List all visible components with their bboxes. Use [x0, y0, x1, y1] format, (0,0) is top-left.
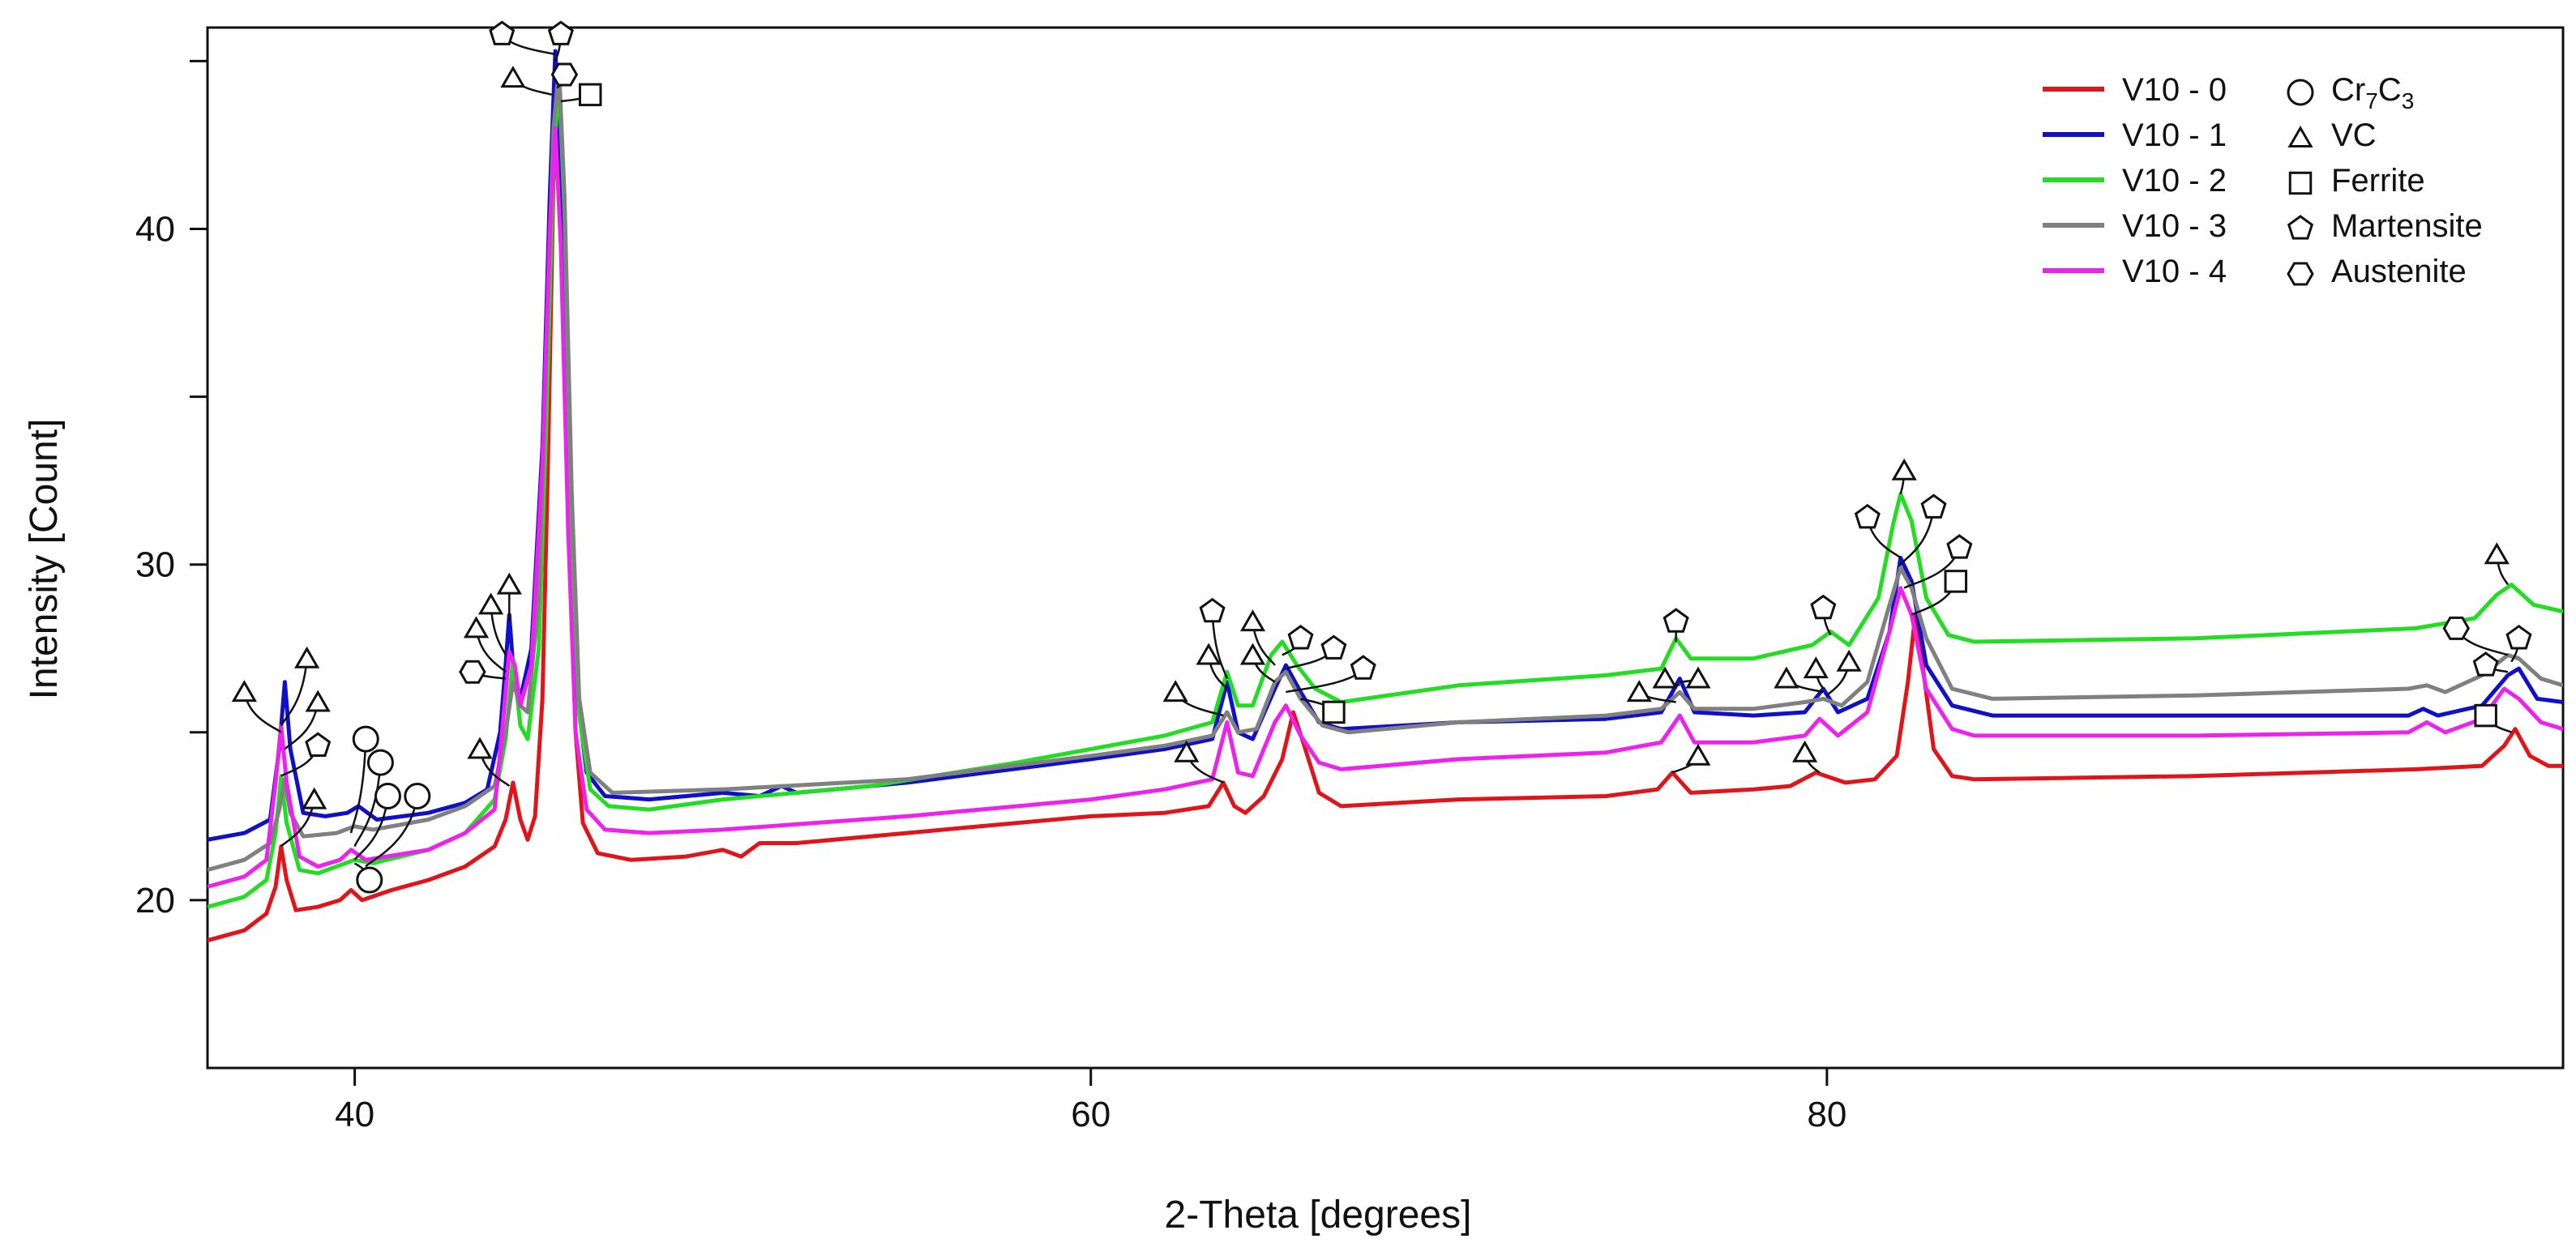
leader-line — [349, 739, 367, 834]
circle-marker — [374, 783, 401, 810]
triangle-marker — [294, 646, 320, 668]
triangle-marker — [467, 737, 493, 759]
pentagon-marker — [1350, 655, 1376, 680]
triangle-marker — [1162, 680, 1188, 703]
triangle-marker — [1891, 458, 1917, 481]
leader-line — [353, 762, 382, 848]
pentagon-marker — [1662, 608, 1689, 633]
hexagon-marker — [550, 62, 579, 87]
leader-line — [280, 658, 308, 727]
square-marker — [2288, 171, 2313, 195]
y-tick-label: 30 — [135, 545, 175, 585]
circle-marker — [404, 783, 431, 810]
legend-label-4: V10 - 4 — [2122, 254, 2227, 289]
square-marker — [1944, 570, 1968, 593]
triangle-marker — [1685, 743, 1711, 766]
legend-label-2: V10 - 2 — [2122, 163, 2227, 199]
square-marker — [1322, 700, 1346, 724]
triangle-marker — [478, 592, 504, 615]
triangle-marker — [1774, 666, 1799, 689]
legend: V10 - 0 V10 - 1 V10 - 2 V10 - 3 V10 - 4 Cr7C3… — [2043, 72, 2483, 289]
peak-annotations — [231, 20, 2532, 894]
legend-label-1: V10 - 1 — [2122, 117, 2227, 153]
triangle-marker — [1685, 666, 1711, 689]
pentagon-marker — [1287, 624, 1314, 650]
triangle-marker — [1792, 740, 1818, 762]
square-marker — [2474, 703, 2497, 728]
x-tick-label: 40 — [335, 1095, 374, 1134]
y-tick-label: 40 — [135, 210, 175, 250]
triangle-marker — [496, 572, 522, 595]
triangle-marker — [1803, 656, 1829, 679]
square-marker — [578, 83, 602, 107]
triangle-marker — [1239, 643, 1266, 665]
pentagon-marker — [547, 20, 574, 45]
series-line-4 — [208, 126, 2563, 889]
triangle-marker — [2484, 542, 2510, 565]
triangle-marker — [2287, 126, 2313, 147]
series-line-1 — [208, 49, 2563, 842]
pentagon-marker — [1946, 534, 1973, 559]
legend-phase-label-2: Ferrite — [2331, 163, 2425, 199]
triangle-marker — [1196, 643, 1222, 665]
circle-marker — [352, 725, 379, 753]
legend-phase-label-0: Cr7C3 — [2331, 72, 2414, 113]
pentagon-marker — [1199, 597, 1226, 623]
triangle-marker — [305, 690, 331, 712]
triangle-marker — [1174, 740, 1200, 762]
x-tick-label: 80 — [1807, 1095, 1846, 1134]
circle-marker — [2287, 79, 2314, 106]
triangle-marker — [1652, 666, 1678, 689]
circle-marker — [366, 749, 394, 776]
triangle-marker — [231, 680, 257, 703]
x-tick-label: 60 — [1071, 1095, 1110, 1134]
pentagon-marker — [1810, 594, 1837, 620]
triangle-marker — [1836, 649, 1862, 672]
pentagon-marker — [489, 20, 516, 45]
triangle-marker — [500, 66, 526, 88]
pentagon-marker — [1854, 503, 1881, 529]
triangle-marker — [1626, 680, 1652, 703]
series-line-2 — [208, 75, 2563, 909]
pentagon-marker — [1920, 493, 1947, 519]
legend-phase-label-4: Austenite — [2331, 254, 2467, 289]
leader-line — [365, 796, 419, 868]
leader-line — [1211, 611, 1229, 679]
legend-label-3: V10 - 3 — [2122, 208, 2227, 244]
pentagon-marker — [2287, 215, 2314, 240]
hexagon-marker — [459, 660, 486, 684]
pentagon-marker — [2505, 624, 2532, 650]
pentagon-marker — [2472, 651, 2499, 677]
axis-ticks: 40 60 80 20 30 40 — [135, 59, 1846, 1134]
x-axis-title: 2-Theta [degrees] — [1165, 1194, 1472, 1237]
plot-border — [206, 26, 2565, 1070]
series-line-3 — [208, 66, 2563, 873]
legend-phase-label-3: Martensite — [2331, 208, 2483, 244]
series-line-0 — [208, 126, 2563, 943]
pentagon-marker — [305, 732, 332, 757]
pentagon-marker — [1320, 634, 1347, 660]
triangle-marker — [302, 787, 327, 809]
series-layer — [208, 49, 2563, 943]
legend-phase-label-1: VC — [2331, 117, 2377, 153]
circle-marker — [356, 866, 383, 894]
legend-label-0: V10 - 0 — [2122, 72, 2227, 108]
triangle-marker — [463, 616, 490, 639]
leader-line — [1899, 507, 1935, 566]
hexagon-marker — [2287, 262, 2314, 286]
y-axis-title: Intensity [Count] — [23, 419, 66, 700]
plot-frame — [206, 26, 2565, 1070]
hexagon-marker — [2442, 616, 2471, 640]
triangle-marker — [1239, 609, 1266, 632]
y-tick-label: 20 — [135, 881, 175, 920]
